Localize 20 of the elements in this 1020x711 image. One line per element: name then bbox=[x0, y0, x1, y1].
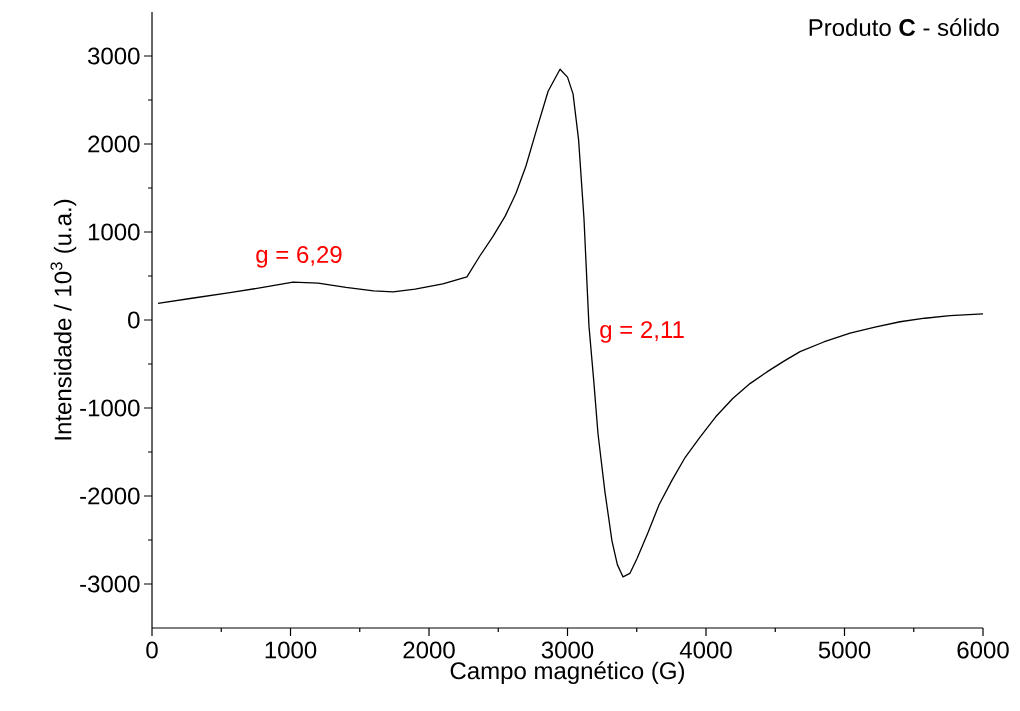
y-tick-label: 3000 bbox=[87, 47, 140, 65]
x-tick-label: 3000 bbox=[541, 641, 594, 659]
annotation: g = 2,11 bbox=[600, 321, 684, 343]
x-tick-label: 1000 bbox=[265, 641, 317, 659]
x-tick-label: 2000 bbox=[403, 641, 455, 659]
chart-title: Produto C - sólido bbox=[809, 18, 999, 37]
y-tick-label: -1000 bbox=[80, 399, 140, 417]
y-axis-title: Intensidade / 10$^{3}$ (u.a.) bbox=[50, 199, 77, 440]
y-tick-label: 0 bbox=[128, 311, 140, 329]
y-tick-label: -3000 bbox=[80, 575, 140, 593]
x-axis-title: Campo magnético (G) bbox=[450, 661, 685, 685]
y-tick-label: 2000 bbox=[88, 135, 140, 153]
x-tick-label: 4000 bbox=[679, 641, 732, 659]
x-tick-label: 6000 bbox=[957, 641, 1009, 659]
x-tick-label: 5000 bbox=[818, 641, 871, 659]
x-tick-label: 0 bbox=[146, 641, 158, 659]
y-tick-label: 1000 bbox=[88, 223, 140, 241]
annotation: g = 6,29 bbox=[256, 245, 342, 268]
y-tick-label: -2000 bbox=[80, 487, 140, 505]
line-series bbox=[157, 68, 984, 578]
